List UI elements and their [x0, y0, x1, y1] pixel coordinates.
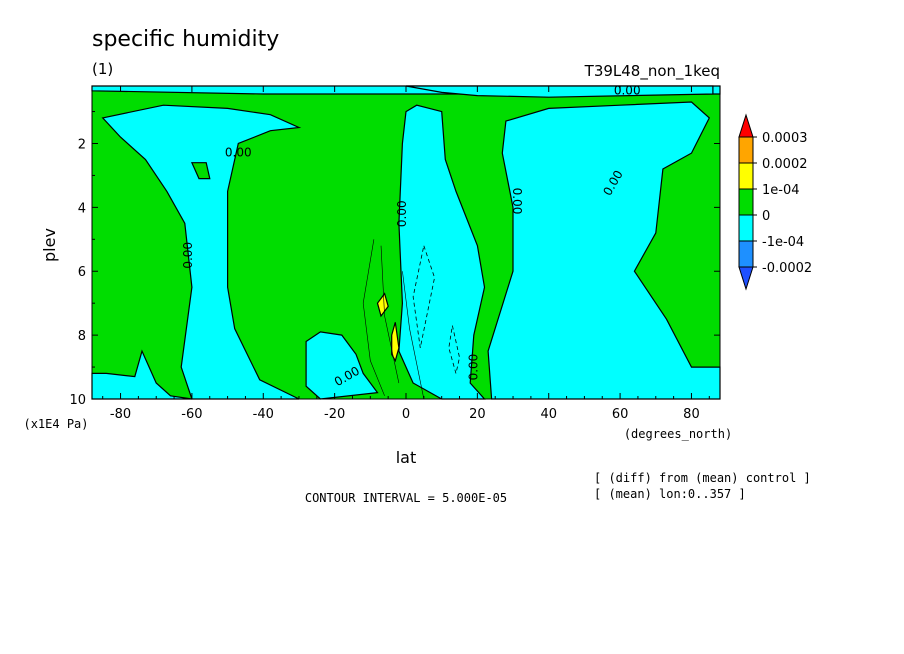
x-tick-label: 0: [402, 407, 410, 422]
plot-area: [91, 85, 721, 400]
x-axis-label: lat: [396, 448, 417, 467]
region-sh-midlat-neg: [101, 104, 302, 400]
legend-label: 0.0003: [762, 131, 808, 146]
y-tick-label: 10: [69, 393, 86, 408]
thin-contour: [362, 239, 385, 396]
x-tick-label: -20: [324, 407, 345, 422]
x-tick-label: 40: [540, 407, 557, 422]
legend-swatch: [738, 136, 754, 164]
x-tick-label: 60: [612, 407, 629, 422]
contour-label: 0.00: [510, 188, 524, 215]
contour-labels: 0.000.000.000.000.000.000.000.00: [181, 84, 641, 389]
legend-swatch: [738, 240, 754, 268]
y-axis-label: plev: [40, 228, 59, 262]
experiment-label: T39L48_non_1keq: [584, 62, 720, 81]
x-tick-label: -60: [181, 407, 202, 422]
x-tick-label: 20: [469, 407, 486, 422]
legend-label: 0.0002: [762, 157, 808, 172]
legend-swatch: [738, 188, 754, 216]
x-tick-label: -80: [110, 407, 131, 422]
contour-label: 0.00: [466, 354, 480, 381]
contour-label: 0.00: [225, 145, 252, 159]
region-sh-subtrop-neg: [305, 331, 379, 400]
legend-swatch: [738, 162, 754, 190]
y-tick-label: 4: [78, 201, 86, 216]
legend-label: -0.0002: [762, 261, 812, 276]
thin-contour: [380, 245, 400, 384]
y-tick-label: 6: [78, 265, 86, 280]
legend-label: -1e-04: [762, 235, 804, 250]
contour-interval: CONTOUR INTERVAL = 5.000E-05: [305, 491, 507, 505]
chart-title: specific humidity: [92, 27, 279, 52]
color-legend: 0.0003 0.0002 1e-04 0 -1e-04 -0.0002: [738, 113, 812, 291]
contour-label: 0.00: [395, 200, 409, 227]
y-axis-ticks: 2 4 6 8 10: [69, 111, 720, 408]
x-tick-label: -40: [253, 407, 274, 422]
region-green-speck: [190, 162, 211, 180]
annotation-mean: [ (mean) lon:0..357 ]: [594, 487, 746, 501]
shaded-regions: [91, 85, 721, 400]
thin-contour: [402, 271, 425, 400]
contour-label: 0.00: [614, 84, 641, 98]
region-nh-wide-neg: [487, 101, 721, 400]
x-tick-label: 80: [683, 407, 700, 422]
contour-label: 0.00: [181, 242, 195, 269]
legend-bottom-arrow: [738, 266, 754, 291]
region-sh-polar-neg: [91, 349, 192, 400]
legend-swatch: [738, 214, 754, 242]
y-tick-label: 8: [78, 329, 86, 344]
x-axis-ticks: -80 -60 -40 -20 0 20 40 60 80: [102, 86, 710, 422]
contour-lines: [362, 239, 460, 400]
annotation-diff: [ (diff) from (mean) control ]: [594, 471, 811, 485]
region-yellow-blob-1: [376, 292, 389, 318]
region-yellow-blob-2: [391, 322, 400, 363]
x-axis-units: (degrees_north): [624, 427, 732, 441]
negative-contour: [448, 325, 460, 374]
legend-top-arrow: [738, 113, 754, 138]
legend-label: 0: [762, 209, 770, 224]
region-equatorial-neg: [398, 104, 486, 400]
panel-label: (1): [92, 60, 113, 78]
y-tick-label: 2: [78, 137, 86, 152]
legend-label: 1e-04: [762, 183, 800, 198]
negative-contour: [412, 245, 435, 348]
y-axis-units: (x1E4 Pa): [23, 417, 88, 431]
